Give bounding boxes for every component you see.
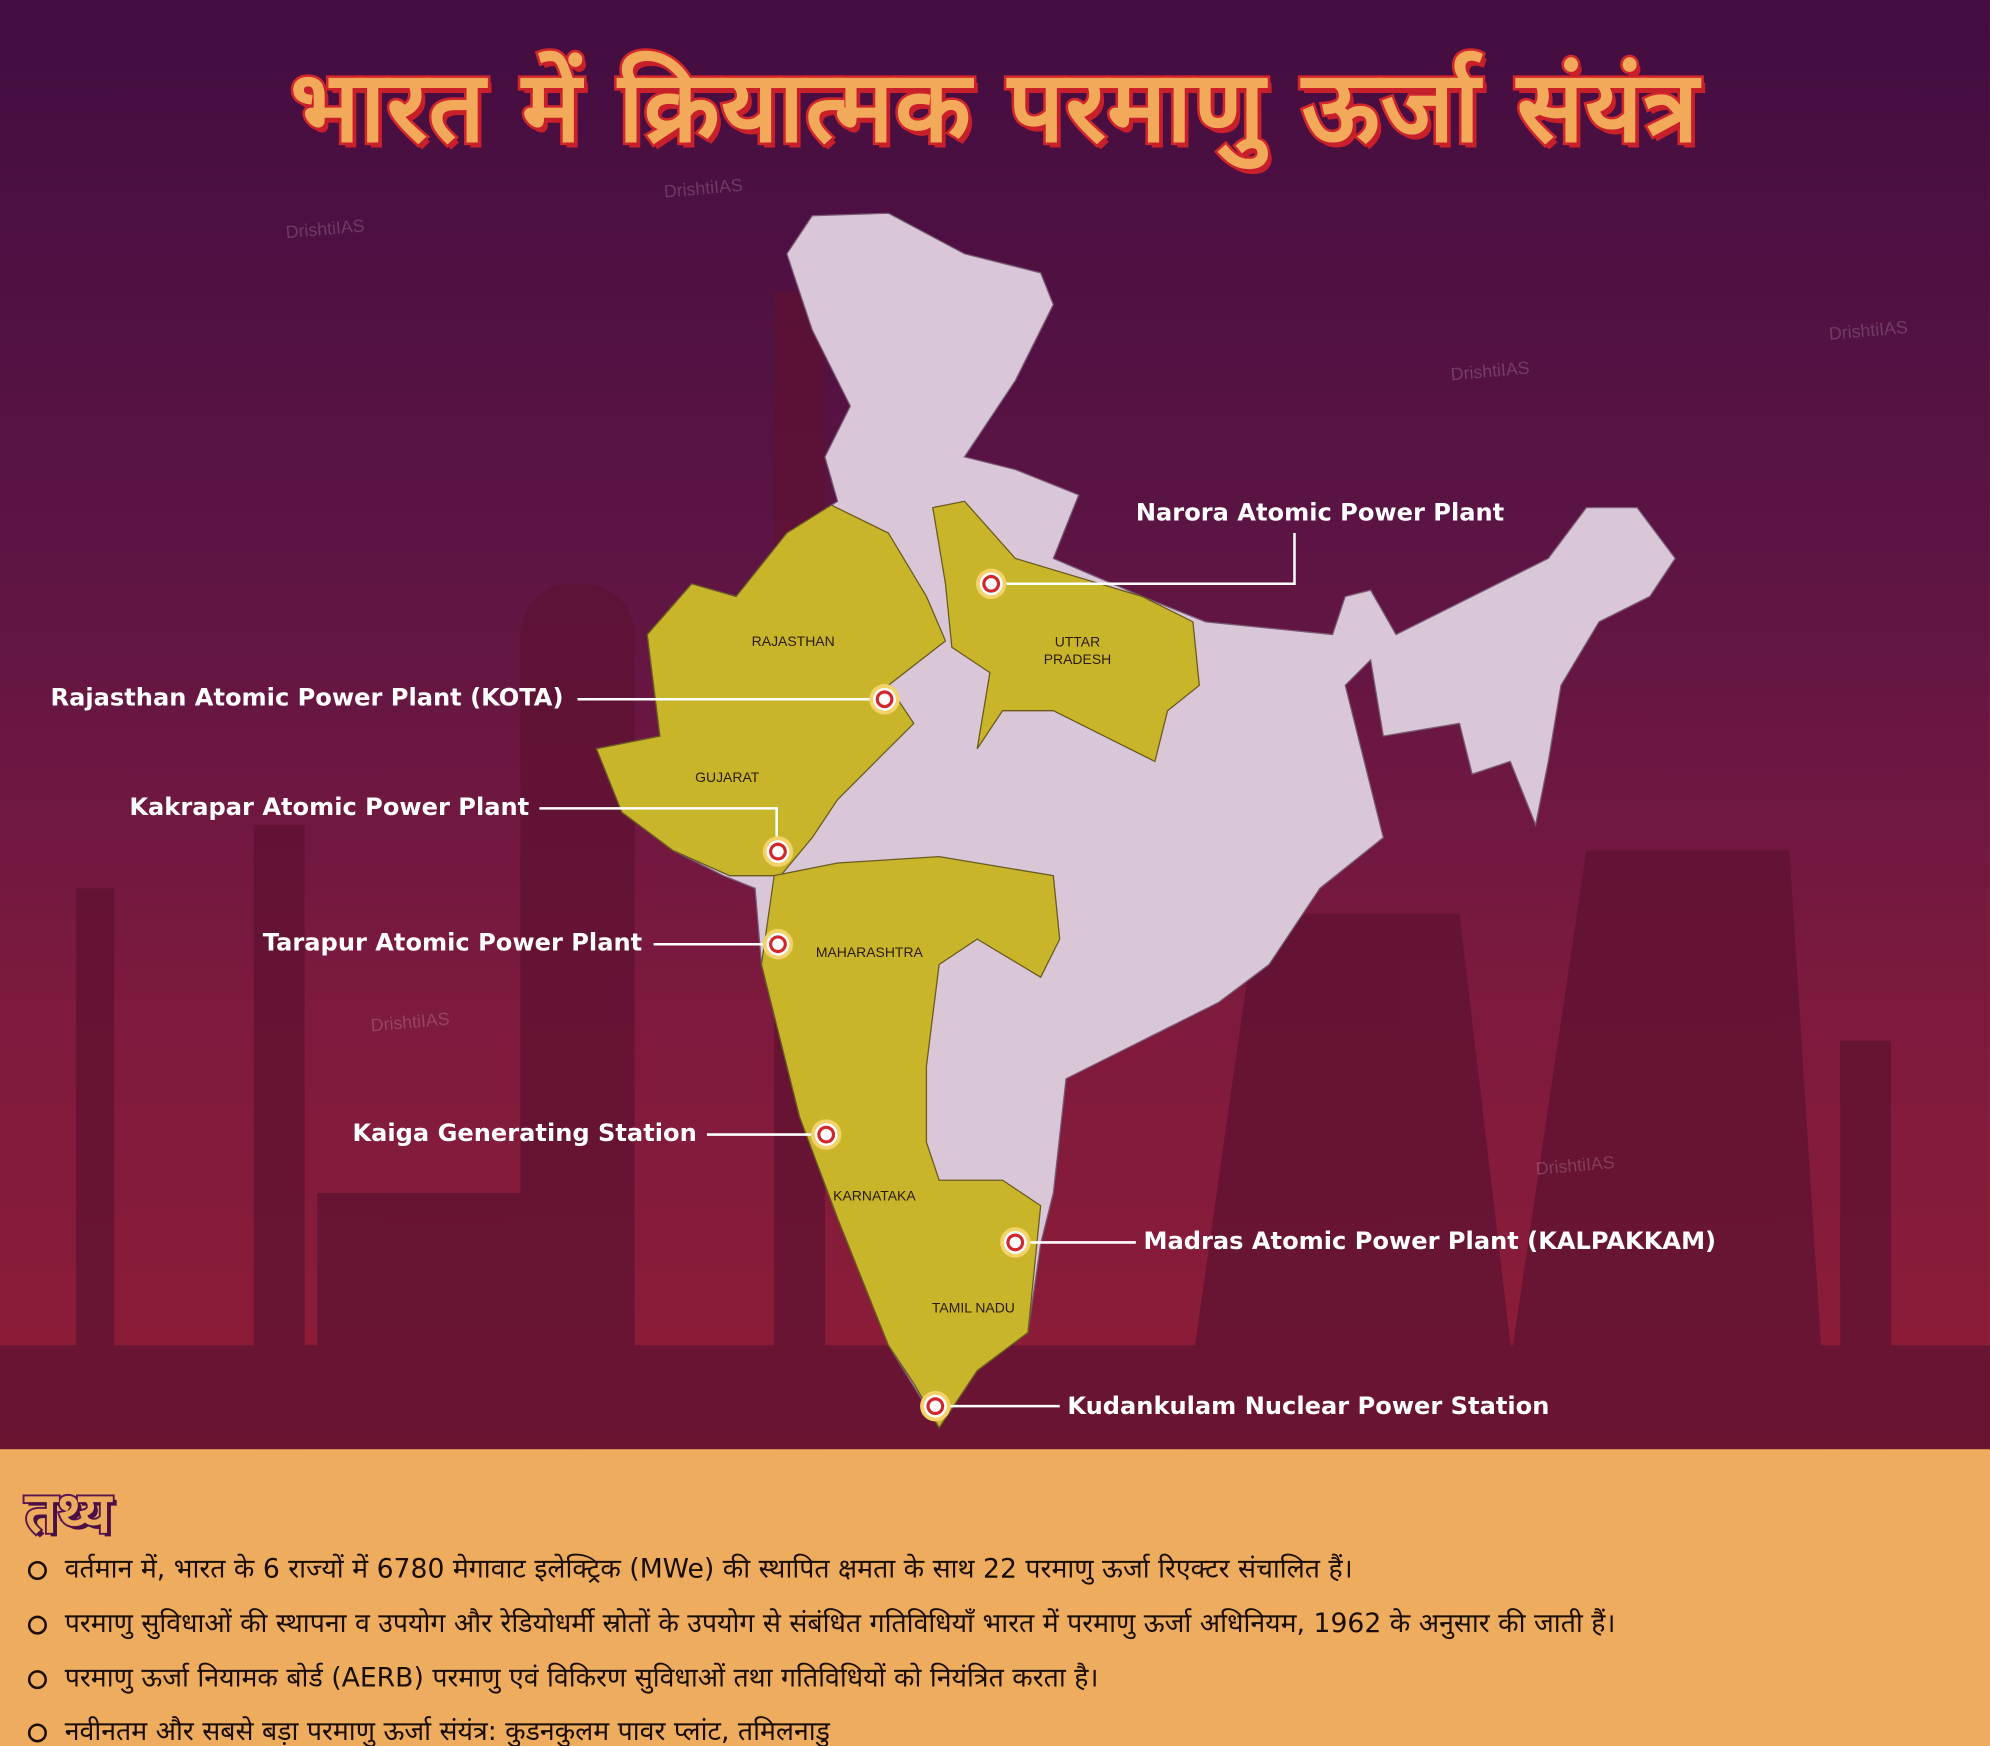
state-label-rajasthan: RAJASTHAN	[751, 634, 835, 650]
fact-item: वर्तमान में, भारत के 6 राज्यों में 6780 …	[27, 1555, 1353, 1583]
plant-label-madras: Madras Atomic Power Plant (KALPAKKAM)	[1143, 1227, 1717, 1256]
state-label-maharashtra: MAHARASHTRA	[815, 945, 923, 961]
bullet-icon	[27, 1560, 47, 1580]
state-label-karnataka: KARNATAKA	[833, 1189, 916, 1205]
bullet-icon	[27, 1722, 47, 1742]
plant-marker-icon	[810, 1119, 842, 1150]
plant-label-kudankulam: Kudankulam Nuclear Power Station	[1067, 1392, 1550, 1421]
state-label-uttar-pradesh: UTTAR PRADESH	[1043, 634, 1112, 668]
plant-label-narora: Narora Atomic Power Plant	[1135, 498, 1505, 527]
state-south-west	[760, 856, 1061, 1429]
fact-item: परमाणु सुविधाओं की स्थापना व उपयोग और रे…	[27, 1610, 1616, 1637]
plant-marker-icon	[762, 836, 794, 867]
state-label-gujarat: GUJARAT	[695, 770, 760, 786]
map-panel: RAJASTHAN UTTAR PRADESH GUJARAT MAHARASH…	[0, 0, 1990, 1450]
plant-marker-icon	[1000, 1227, 1031, 1258]
plant-label-kota: Rajasthan Atomic Power Plant (KOTA)	[50, 684, 564, 712]
cooling-tower-shape	[1180, 913, 1523, 1450]
plant-label-kakrapar: Kakrapar Atomic Power Plant	[129, 793, 530, 822]
fact-item: परमाणु ऊर्जा नियामक बोर्ड (AERB) परमाणु …	[27, 1664, 1099, 1692]
plant-marker-icon	[975, 568, 1007, 600]
fact-item: नवीनतम और सबसे बड़ा परमाणु ऊर्जा संयंत्र…	[27, 1718, 830, 1745]
leader-lines	[539, 533, 1296, 1408]
plant-marker-icon	[762, 928, 794, 960]
facts-heading: तथ्य	[23, 1479, 113, 1548]
bullet-icon	[27, 1669, 47, 1689]
state-rajasthan-gujarat	[595, 504, 947, 877]
cooling-tower-shape	[1497, 850, 1828, 1450]
facts-panel	[0, 1449, 1990, 1743]
state-label-tamil-nadu: TAMIL NADU	[931, 1300, 1015, 1317]
plant-label-tarapur: Tarapur Atomic Power Plant	[262, 928, 643, 957]
page-title: भारत में क्रियात्मक परमाणु ऊर्जा संयंत्र	[288, 48, 1701, 167]
plant-marker-icon	[920, 1390, 951, 1422]
state-uttar-pradesh	[932, 500, 1200, 763]
india-map	[539, 212, 1676, 1429]
plant-label-kaiga: Kaiga Generating Station	[352, 1119, 697, 1148]
bullet-icon	[27, 1614, 47, 1634]
plant-marker-icon	[869, 684, 900, 715]
